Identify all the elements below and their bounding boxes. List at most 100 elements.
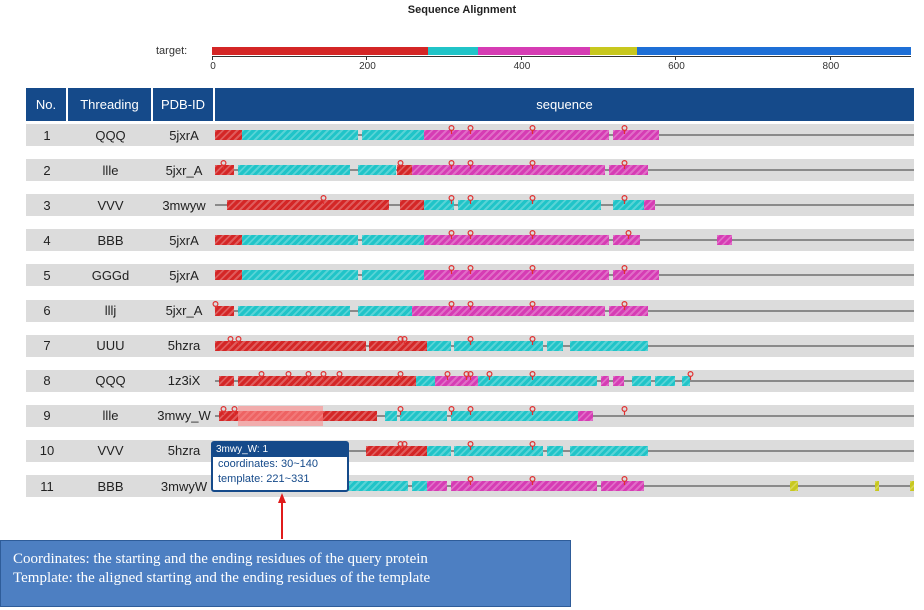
residue-marker-icon[interactable] [397,156,404,170]
table-row[interactable]: 9 llle 3mwy_W [26,402,914,427]
alignment-segment[interactable] [215,340,366,351]
residue-marker-icon[interactable] [467,156,474,170]
alignment-segment[interactable] [411,305,606,316]
residue-marker-icon[interactable] [529,402,536,415]
residue-marker-icon[interactable] [285,367,292,380]
alignment-segment[interactable] [547,340,563,351]
residue-marker-icon[interactable] [448,297,455,310]
alignment-segment[interactable] [454,340,544,351]
residue-marker-icon[interactable] [220,402,227,415]
header-no[interactable]: No. [26,88,68,121]
alignment-segment[interactable] [215,270,243,281]
alignment-segment[interactable] [612,200,644,211]
residue-marker-icon[interactable] [486,367,493,380]
alignment-segment[interactable] [361,235,424,246]
residue-marker-icon[interactable] [212,297,219,310]
residue-marker-icon[interactable] [529,437,536,450]
residue-marker-icon[interactable] [231,402,238,415]
alignment-segment[interactable] [415,375,436,386]
residue-marker-icon[interactable] [463,367,470,380]
residue-marker-icon[interactable] [621,402,628,415]
table-row[interactable]: 7 UUU 5hzra [26,332,914,357]
residue-marker-icon[interactable] [397,437,404,450]
alignment-segment[interactable] [427,481,447,491]
residue-marker-icon[interactable] [448,191,455,205]
alignment-segment[interactable] [608,165,648,176]
table-row[interactable]: 2 llle 5jxr_A [26,156,914,182]
alignment-segment[interactable] [411,165,606,176]
residue-marker-icon[interactable] [467,472,474,485]
alignment-segment[interactable] [323,481,409,491]
residue-marker-icon[interactable] [448,226,455,240]
table-row[interactable]: 6 lllj 5jxr_A [26,297,914,322]
alignment-segment[interactable] [427,340,451,351]
residue-marker-icon[interactable] [467,367,474,380]
alignment-segment[interactable] [570,445,648,456]
residue-marker-icon[interactable] [397,367,404,380]
alignment-segment[interactable] [369,340,428,351]
alignment-segment[interactable] [365,445,428,456]
alignment-segment[interactable] [632,375,652,386]
alignment-segment[interactable] [910,481,914,491]
alignment-segment[interactable] [226,200,389,211]
residue-marker-icon[interactable] [529,472,536,485]
residue-marker-icon[interactable] [467,437,474,450]
alignment-segment[interactable] [427,445,451,456]
alignment-segment[interactable] [238,375,416,386]
residue-marker-icon[interactable] [529,261,536,275]
residue-marker-icon[interactable] [397,402,404,415]
table-row[interactable]: 4 BBB 5jxrA [26,226,914,252]
residue-marker-icon[interactable] [448,156,455,170]
residue-marker-icon[interactable] [529,297,536,310]
alignment-segment[interactable] [450,481,598,491]
alignment-segment[interactable] [790,481,799,491]
alignment-segment[interactable] [578,410,594,421]
residue-marker-icon[interactable] [397,332,404,345]
alignment-segment[interactable] [384,410,397,421]
residue-marker-icon[interactable] [529,332,536,345]
alignment-segment[interactable] [601,375,609,386]
residue-marker-icon[interactable] [401,437,408,450]
alignment-segment[interactable] [242,270,358,281]
alignment-segment[interactable] [643,200,656,211]
alignment-segment[interactable] [215,130,243,140]
alignment-segment[interactable] [423,130,609,140]
alignment-segment[interactable] [612,235,640,246]
alignment-segment[interactable] [361,130,424,140]
alignment-segment[interactable] [218,375,235,386]
alignment-segment[interactable] [423,270,609,281]
residue-marker-icon[interactable] [625,226,632,240]
alignment-segment[interactable] [450,410,578,421]
residue-marker-icon[interactable] [227,332,234,345]
alignment-segment[interactable] [238,165,351,176]
residue-marker-icon[interactable] [621,191,628,205]
alignment-segment[interactable] [612,130,660,140]
residue-marker-icon[interactable] [529,156,536,170]
header-sequence[interactable]: sequence [215,88,914,121]
residue-marker-icon[interactable] [320,191,327,205]
alignment-segment[interactable] [435,375,478,386]
residue-marker-icon[interactable] [529,191,536,205]
alignment-segment[interactable] [400,410,447,421]
alignment-segment[interactable] [612,375,625,386]
alignment-segment[interactable] [423,200,455,211]
residue-marker-icon[interactable] [305,367,312,380]
table-row[interactable]: 1 QQQ 5jxrA [26,124,914,146]
residue-marker-icon[interactable] [235,332,242,345]
residue-marker-icon[interactable] [258,367,265,380]
residue-marker-icon[interactable] [467,332,474,345]
residue-marker-icon[interactable] [687,367,694,380]
residue-marker-icon[interactable] [448,261,455,275]
residue-marker-icon[interactable] [467,226,474,240]
residue-marker-icon[interactable] [467,121,474,134]
alignment-segment[interactable] [411,481,428,491]
alignment-segment[interactable] [242,130,358,140]
alignment-segment[interactable] [242,235,358,246]
alignment-segment[interactable] [458,200,602,211]
residue-marker-icon[interactable] [621,156,628,170]
header-pdb-id[interactable]: PDB-ID [153,88,215,121]
residue-marker-icon[interactable] [448,121,455,134]
alignment-segment[interactable] [357,165,397,176]
alignment-segment[interactable] [612,270,660,281]
residue-marker-icon[interactable] [467,402,474,415]
